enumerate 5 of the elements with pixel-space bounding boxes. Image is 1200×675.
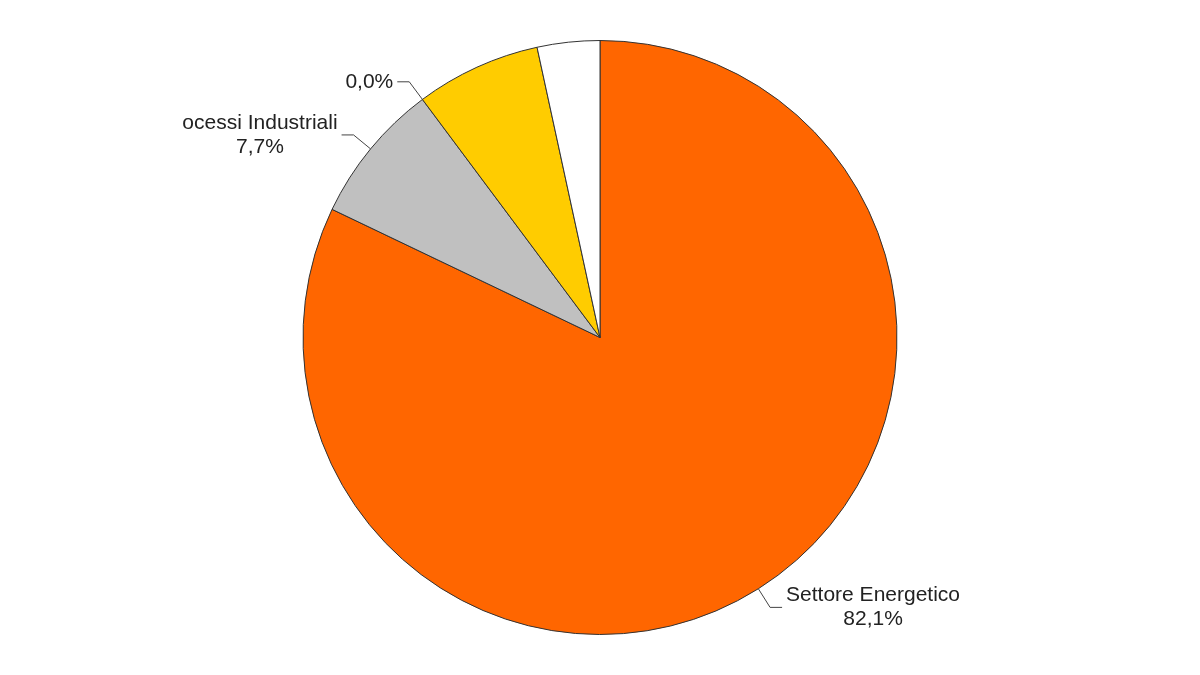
data-label: 7,7%	[236, 133, 284, 157]
text: 0,0%	[345, 68, 394, 92]
data-label: 82,1%	[843, 606, 903, 630]
slice-label: ocessi Industriali	[182, 109, 338, 133]
slice-label: Settore Energetico	[786, 582, 961, 606]
